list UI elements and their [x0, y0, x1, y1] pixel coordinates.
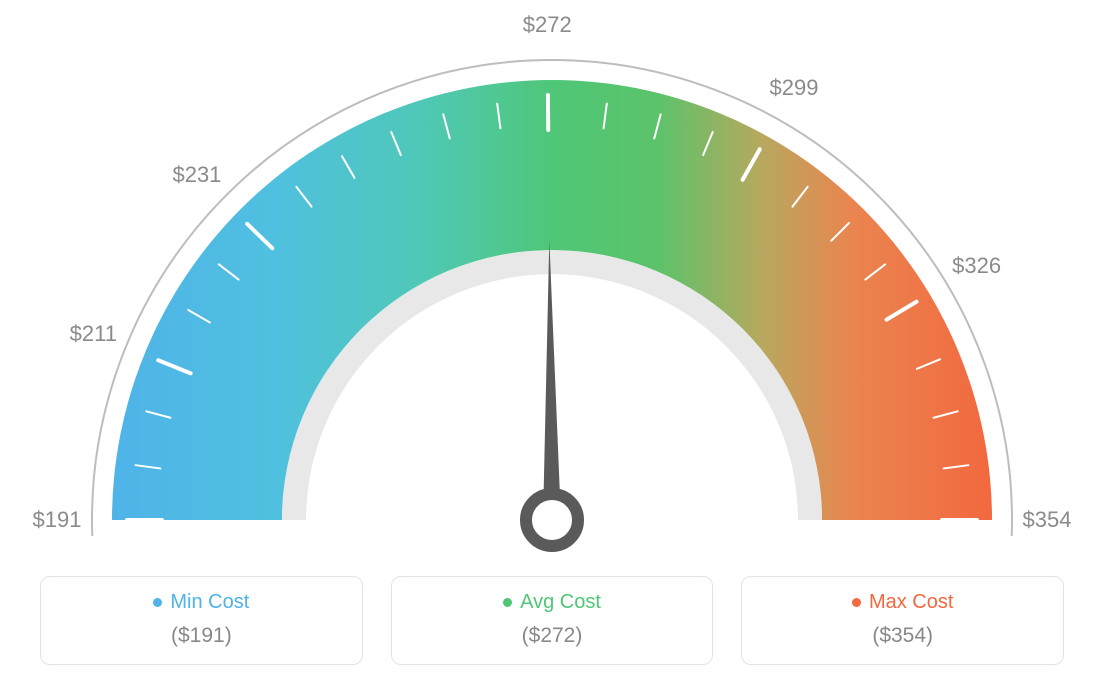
legend-title-max: Max Cost: [752, 591, 1053, 614]
legend-card-min: Min Cost ($191): [40, 576, 363, 665]
gauge-tick-label: $211: [70, 321, 117, 347]
gauge-tick-label: $326: [952, 253, 1001, 279]
legend-title-avg: Avg Cost: [402, 591, 703, 614]
legend-label-min: Min Cost: [170, 591, 249, 614]
cost-gauge-container: $191 $211 $231 $272 $299 $326 $354 Min Cost ($…: [0, 0, 1104, 690]
gauge-wrapper: $191 $211 $231 $272 $299 $326 $354: [0, 0, 1104, 560]
legend-value-max: ($354): [752, 624, 1053, 648]
gauge-tick-label: $191: [33, 507, 82, 533]
legend-value-avg: ($272): [402, 624, 703, 648]
gauge-svg: [0, 0, 1104, 560]
legend-dot-avg: [503, 598, 512, 607]
gauge-tick-label: $272: [523, 12, 572, 38]
legend-value-min: ($191): [51, 624, 352, 648]
legend-card-avg: Avg Cost ($272): [391, 576, 714, 665]
legend-dot-min: [153, 598, 162, 607]
legend-dot-max: [852, 598, 861, 607]
legend-row: Min Cost ($191) Avg Cost ($272) Max Cost…: [40, 576, 1064, 665]
legend-title-min: Min Cost: [51, 591, 352, 614]
gauge-tick-label: $231: [172, 162, 221, 188]
legend-label-max: Max Cost: [869, 591, 953, 614]
legend-card-max: Max Cost ($354): [741, 576, 1064, 665]
legend-label-avg: Avg Cost: [520, 591, 601, 614]
gauge-tick-label: $299: [769, 75, 818, 101]
gauge-tick-label: $354: [1023, 507, 1072, 533]
